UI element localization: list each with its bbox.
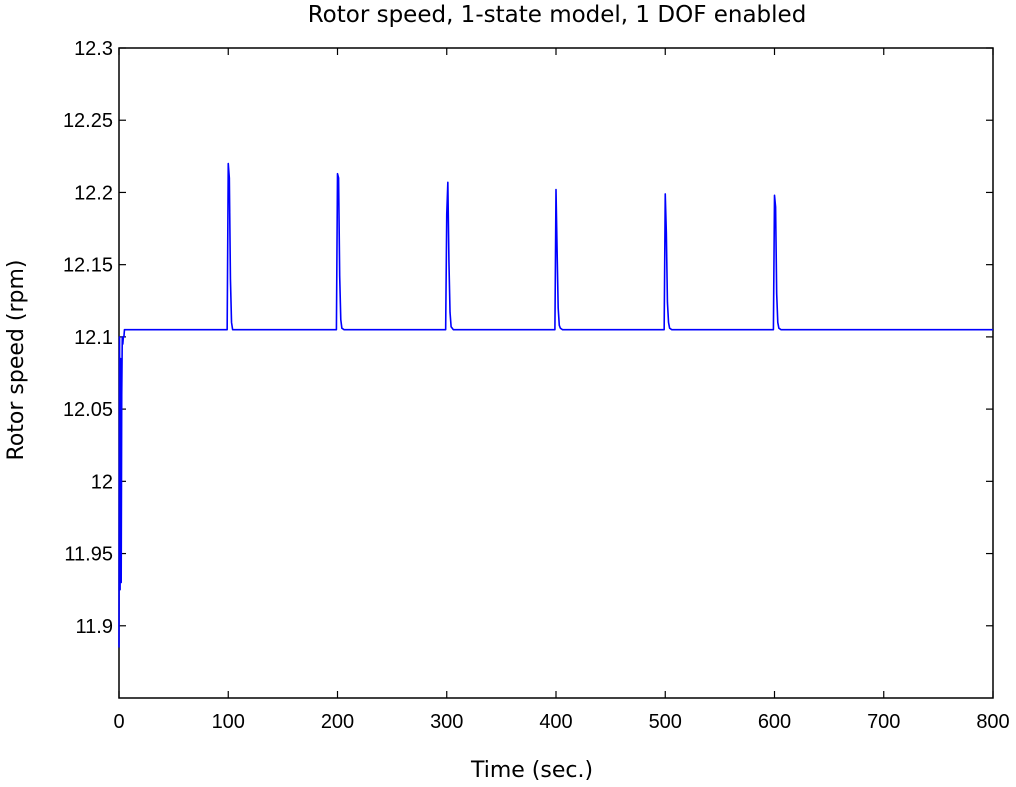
series-group — [118, 162, 993, 648]
x-tick-label: 300 — [430, 711, 463, 733]
y-tick-label: 12.05 — [63, 399, 113, 421]
y-tick-label: 12.3 — [74, 38, 113, 60]
plot-area — [118, 47, 994, 699]
y-tick-label: 11.9 — [76, 616, 113, 638]
y-tick-label: 11.95 — [64, 544, 113, 566]
y-tick-label: 12.1 — [74, 327, 113, 349]
y-tick-label: 12.25 — [63, 110, 113, 132]
y-tick-label: 12 — [91, 471, 113, 493]
x-axis-label: Time (sec.) — [470, 758, 593, 783]
series-line — [118, 162, 993, 648]
x-tick-label: 700 — [867, 711, 900, 733]
chart-title: Rotor speed, 1-state model, 1 DOF enable… — [308, 2, 807, 28]
x-axis-ticks: 0 100 200 300 400 500 600 700 800 — [113, 48, 1010, 733]
y-tick-label: 12.2 — [74, 182, 113, 204]
x-tick-label: 0 — [113, 711, 124, 733]
x-tick-label: 600 — [758, 711, 791, 733]
x-tick-label: 500 — [649, 711, 682, 733]
y-axis-label: Rotor speed (rpm) — [4, 260, 29, 461]
x-tick-label: 200 — [321, 711, 354, 733]
x-tick-label: 100 — [212, 711, 245, 733]
y-tick-label: 12.15 — [63, 255, 113, 277]
x-tick-label: 800 — [976, 711, 1009, 733]
y-axis-ticks: 11.9 11.95 12 12.05 12.1 12.15 12.2 12.25 12.3 — [63, 38, 993, 638]
x-tick-label: 400 — [539, 711, 572, 733]
